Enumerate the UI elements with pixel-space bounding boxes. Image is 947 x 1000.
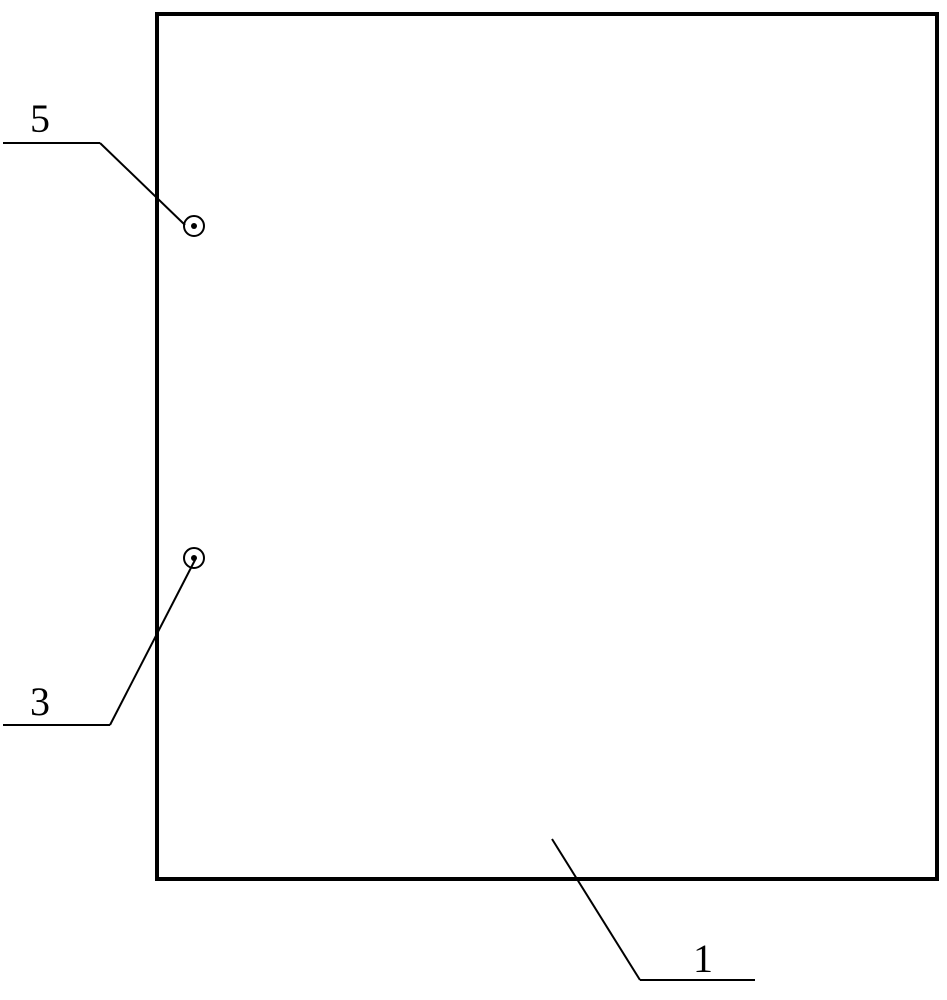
label-3: 3 [30,678,50,725]
label-5: 5 [30,95,50,142]
schematic-diagram [0,0,947,1000]
main-rect [157,14,937,879]
leader-5-b [100,143,185,225]
leader-1-a [552,839,640,980]
marker-5-inner [191,223,197,229]
leader-3-b [110,560,195,725]
label-1: 1 [693,935,713,982]
